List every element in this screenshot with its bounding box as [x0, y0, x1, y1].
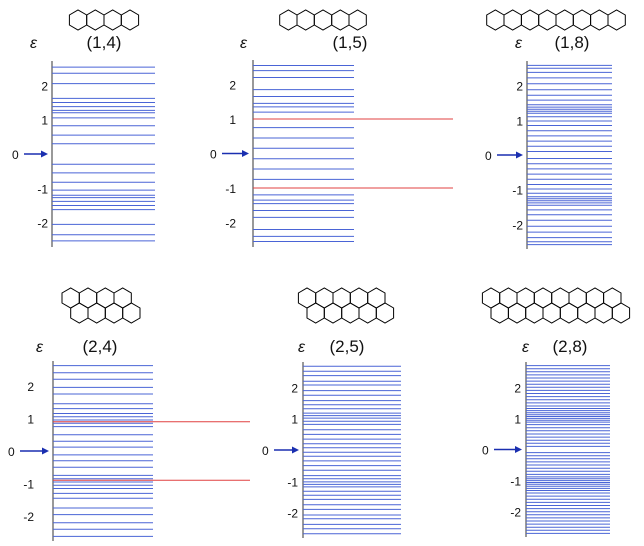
- zero-label: 0: [8, 445, 15, 459]
- tick-label: -2: [37, 217, 48, 231]
- epsilon-label: ε: [522, 339, 530, 356]
- hexagon: [358, 302, 377, 324]
- hexagon: [486, 9, 505, 31]
- hexagon: [375, 302, 395, 324]
- hexagon: [507, 302, 527, 324]
- zero-label: 0: [12, 148, 19, 162]
- hexagon: [611, 302, 631, 324]
- hexagon: [348, 9, 367, 31]
- panel-2-5: ε (2,5) 2 1 -1 -2 0: [262, 287, 401, 538]
- molecule-icon: [68, 9, 140, 31]
- hexagon: [490, 302, 509, 324]
- panel-2-4: ε (2,4) 2 1 -1 -2 0: [8, 287, 250, 541]
- hexagon: [538, 9, 557, 31]
- tick-label: 1: [516, 114, 523, 128]
- hexagon: [306, 302, 325, 324]
- tick-label: -2: [512, 218, 523, 232]
- tick-label: -1: [225, 182, 236, 196]
- tick-label: 2: [27, 380, 34, 394]
- epsilon-label: ε: [240, 35, 248, 52]
- zero-label: 0: [485, 149, 492, 163]
- tick-label: -2: [23, 510, 34, 524]
- hexagon: [87, 302, 106, 324]
- hexagon: [86, 9, 105, 31]
- tick-label: -1: [287, 475, 298, 489]
- tick-label: 2: [41, 79, 48, 93]
- tick-label: -1: [23, 478, 34, 492]
- tick-label: 2: [291, 382, 298, 396]
- hexagon: [503, 9, 522, 31]
- molecule-icon: [481, 287, 631, 324]
- tick-label: -1: [510, 475, 521, 489]
- hexagon: [555, 9, 574, 31]
- tick-label: 1: [27, 412, 34, 426]
- hexagon: [341, 302, 360, 324]
- molecule-icon: [61, 287, 141, 324]
- tick-label: 2: [516, 80, 523, 94]
- panel-title: (1,5): [333, 33, 368, 52]
- hexagon: [68, 9, 88, 31]
- tick-label: 1: [41, 114, 48, 128]
- fermi-arrow-head: [242, 150, 249, 157]
- hexagon: [520, 9, 540, 31]
- panel-1-5: ε (1,5) 2 1 -1 -2 0: [210, 9, 453, 247]
- panel-2-8: ε (2,8) 2 1 -1 -2 0: [481, 287, 631, 537]
- hexagon: [525, 302, 544, 324]
- tick-label: 2: [514, 381, 521, 395]
- fermi-arrow-head: [516, 151, 523, 159]
- tick-label: -1: [512, 184, 523, 198]
- panel-title: (2,8): [553, 337, 588, 356]
- tick-label: 1: [229, 113, 236, 127]
- hexagon: [70, 302, 89, 324]
- hexagon: [590, 9, 609, 31]
- hexagon: [323, 302, 343, 324]
- panel-title: (1,4): [87, 33, 122, 52]
- epsilon-label: ε: [515, 35, 523, 52]
- epsilon-label: ε: [30, 35, 38, 52]
- fermi-arrow-head: [41, 150, 48, 158]
- tick-label: -2: [510, 506, 521, 520]
- hexagon: [331, 9, 350, 31]
- molecule-icon: [486, 9, 626, 31]
- hexagon: [122, 302, 141, 324]
- tick-label: -2: [225, 217, 236, 231]
- epsilon-label: ε: [36, 339, 44, 356]
- tick-label: -1: [37, 182, 48, 196]
- epsilon-label: ε: [298, 339, 306, 356]
- tick-label: 1: [514, 412, 521, 426]
- panel-title: (2,5): [330, 337, 365, 356]
- hexagon: [607, 9, 626, 31]
- panel-1-4: ε (1,4) 2 1 -1 -2 0: [12, 9, 155, 247]
- zero-label: 0: [482, 444, 489, 458]
- hexagon: [572, 9, 592, 31]
- fermi-arrow-head: [42, 447, 49, 455]
- molecule-icon: [297, 287, 395, 324]
- fermi-arrow-head: [292, 446, 299, 454]
- zero-label: 0: [262, 444, 269, 458]
- hexagon: [120, 9, 140, 31]
- hexagon: [104, 302, 124, 324]
- hexagon: [594, 302, 613, 324]
- tick-label: 2: [229, 78, 236, 92]
- hexagon: [103, 9, 122, 31]
- molecule-icon: [279, 9, 367, 31]
- hexagon: [279, 9, 298, 31]
- fermi-arrow-head: [515, 446, 522, 453]
- zero-label: 0: [210, 148, 217, 162]
- hexagon: [313, 9, 333, 31]
- hexagon: [542, 302, 561, 324]
- panel-title: (1,8): [555, 33, 590, 52]
- hexagon: [577, 302, 596, 324]
- tick-label: -2: [287, 507, 298, 521]
- tick-label: 1: [291, 413, 298, 427]
- hexagon: [296, 9, 315, 31]
- panel-1-8: ε (1,8) 2 1 -1 -2 0: [485, 9, 626, 249]
- panel-title: (2,4): [83, 337, 118, 356]
- hexagon: [559, 302, 579, 324]
